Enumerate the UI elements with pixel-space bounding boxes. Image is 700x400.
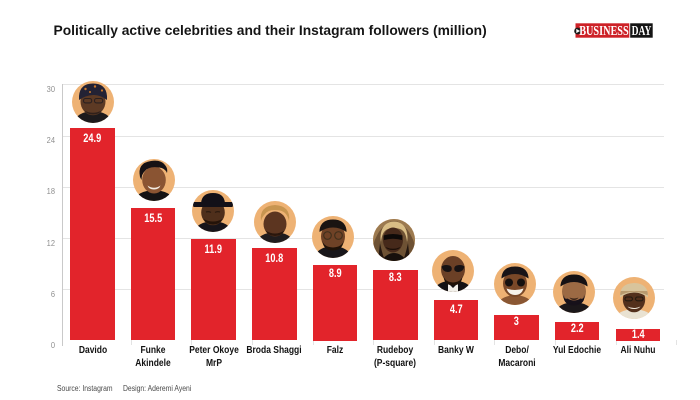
svg-text:BUSINESS: BUSINESS: [579, 23, 629, 38]
svg-text:DAY: DAY: [632, 23, 652, 38]
